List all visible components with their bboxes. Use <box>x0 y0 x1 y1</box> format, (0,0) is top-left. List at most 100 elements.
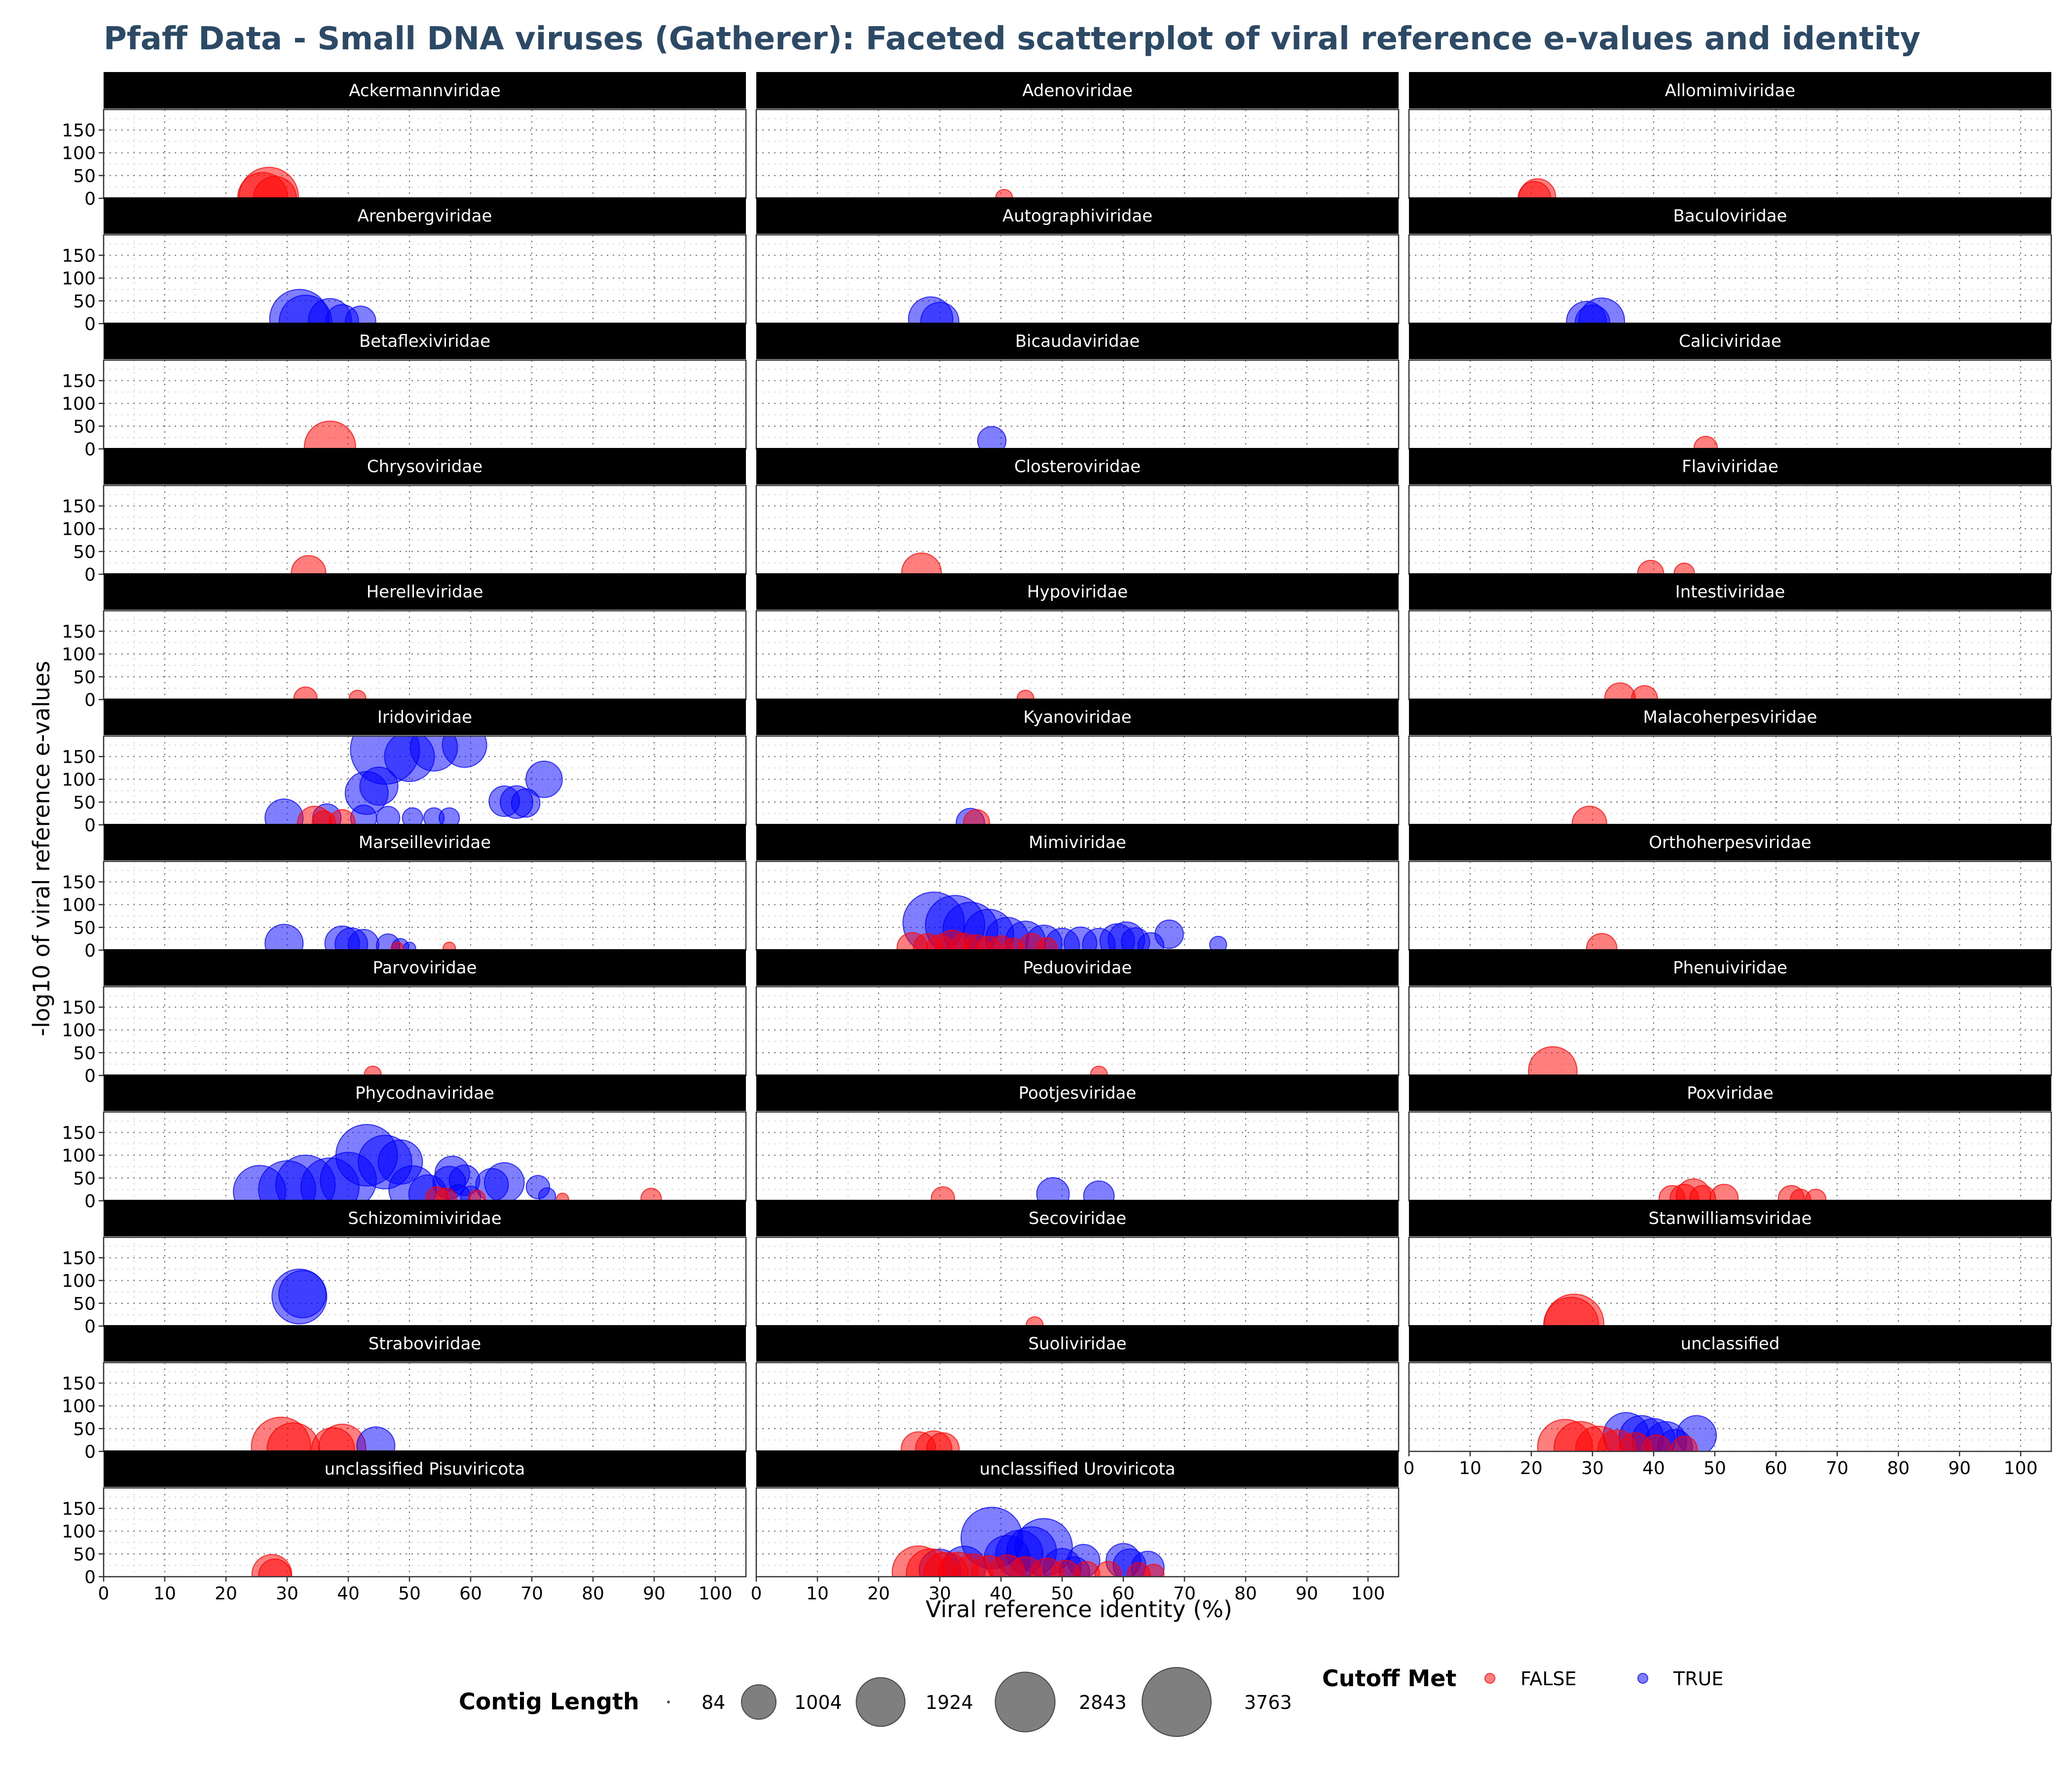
y-tick-label: 0 <box>84 314 96 334</box>
facet-strip <box>104 323 746 359</box>
data-point <box>1083 1180 1115 1201</box>
facet-strip <box>756 72 1399 109</box>
panel-points <box>1517 178 1556 198</box>
panel-background <box>756 235 1399 324</box>
facet-strip-label: Allomimiviridae <box>1665 81 1795 101</box>
y-tick-label: 50 <box>73 292 96 312</box>
facet-strip <box>756 1074 1399 1111</box>
y-tick-label: 100 <box>62 645 96 665</box>
facet-strip <box>1409 824 2051 860</box>
data-point <box>442 736 487 768</box>
x-tick-label: 0 <box>751 1584 762 1604</box>
panel-points <box>930 1177 1115 1201</box>
x-tick-label: 60 <box>459 1584 482 1604</box>
facet-strip-label: unclassified Pisuviricota <box>325 1459 525 1479</box>
facet-panel: unclassified Uroviricota 0 10 20 30 40 50 60 70 8… <box>751 1450 1400 1604</box>
y-tick-label: 150 <box>62 497 96 517</box>
data-point <box>1528 1046 1578 1075</box>
color-legend-title: Cutoff Met <box>1322 1665 1456 1692</box>
facet-strip <box>1409 72 2051 109</box>
x-tick-label: 90 <box>643 1584 666 1604</box>
x-tick-label: 80 <box>582 1584 604 1604</box>
panel-background <box>104 110 746 198</box>
panel-grid <box>103 861 746 951</box>
y-tick-label: 50 <box>73 793 96 813</box>
facet-strip <box>1409 949 2051 986</box>
facet-strip <box>756 1325 1399 1362</box>
x-tick-label: 70 <box>520 1584 543 1604</box>
panel-grid <box>103 485 746 575</box>
panel-points <box>1586 933 1618 950</box>
y-tick-label: 0 <box>84 690 96 710</box>
size-legend-key <box>995 1671 1056 1733</box>
x-tick-label: 0 <box>1404 1458 1415 1479</box>
y-tick-label: 100 <box>62 1397 96 1417</box>
panel-background <box>1409 485 2051 574</box>
data-point <box>356 1426 396 1451</box>
size-legend-key <box>1142 1667 1212 1737</box>
facet-strip-label: Ackermannviridae <box>349 81 501 101</box>
facet-strip-label: Flaviviridae <box>1682 457 1778 477</box>
panel-background <box>104 360 746 449</box>
data-point <box>435 1187 457 1201</box>
y-tick-label: 0 <box>84 1442 96 1462</box>
y-tick-label: 100 <box>62 1146 96 1166</box>
y-tick-label: 50 <box>73 542 96 562</box>
x-tick-label: 10 <box>153 1584 176 1604</box>
facet-strip <box>1409 448 2051 484</box>
data-point <box>1036 937 1058 950</box>
x-tick-label: 60 <box>1112 1584 1135 1604</box>
facet-panel: Suoliviridae <box>755 1325 1400 1452</box>
facet-strip-label: Straboviridae <box>369 1334 481 1354</box>
facet-panel: Allomimiviridae <box>1408 72 2052 199</box>
panel-background <box>1409 987 2051 1075</box>
color-legend-label: TRUE <box>1673 1668 1723 1690</box>
facet-strip-label: Stanwilliamsviridae <box>1649 1209 1812 1228</box>
x-tick-label: 60 <box>1765 1458 1787 1479</box>
facet-panel: Bicaudaviridae <box>755 323 1400 450</box>
x-tick-label: 30 <box>1581 1458 1604 1479</box>
panel-points <box>251 1554 293 1577</box>
y-tick-label: 150 <box>62 873 96 893</box>
x-axis-label: Viral reference identity (%) <box>925 1596 1232 1623</box>
panel-points <box>891 1507 1165 1577</box>
data-point <box>303 420 356 449</box>
data-point <box>640 1187 662 1201</box>
panel-grid <box>1408 736 2052 826</box>
panel-background <box>756 1237 1399 1326</box>
size-legend-title: Contig Length <box>459 1688 639 1715</box>
panel-grid <box>755 1112 1399 1202</box>
panel-points <box>900 1430 960 1451</box>
panel-background <box>104 1363 746 1451</box>
data-point <box>402 807 423 825</box>
data-point <box>311 810 336 825</box>
panel-border <box>1408 1362 2052 1452</box>
y-tick-label: 50 <box>73 417 96 437</box>
facet-strip <box>104 72 746 109</box>
x-tick-label: 40 <box>1642 1458 1665 1479</box>
panel-background <box>1409 110 2051 198</box>
facet-strip <box>756 197 1399 234</box>
y-tick-label: 50 <box>73 166 96 186</box>
panel-points <box>271 1268 328 1325</box>
facet-strip-label: Iridoviridae <box>377 707 472 727</box>
data-point <box>926 1432 960 1451</box>
facet-panel: Adenoviridae <box>755 72 1400 199</box>
data-point <box>538 1187 556 1201</box>
panel-points <box>901 552 942 574</box>
facet-strip <box>1409 573 2051 610</box>
facet-panel: Flaviviridae <box>1408 448 2052 575</box>
facet-strip <box>756 1450 1399 1487</box>
panel-background <box>104 861 746 950</box>
data-point <box>468 1189 486 1201</box>
x-tick-label: 40 <box>990 1584 1012 1604</box>
panel-points <box>269 289 376 324</box>
facet-strip-label: Adenoviridae <box>1022 81 1133 101</box>
